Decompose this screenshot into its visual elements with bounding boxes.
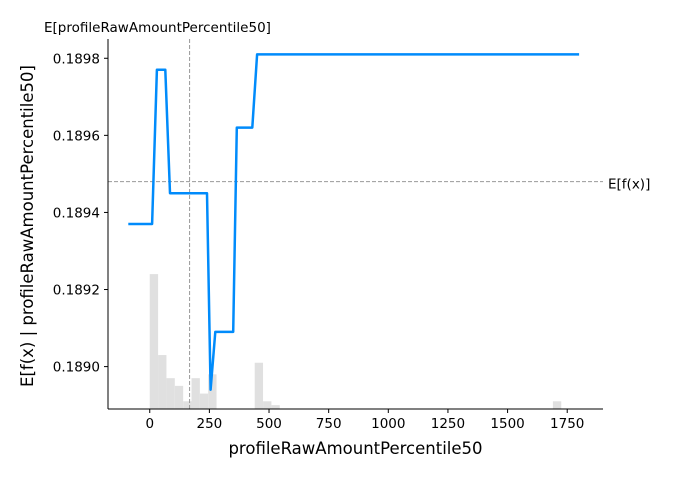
x-tick-label: 250 [196,416,222,432]
histogram-bar [254,362,264,409]
histogram-bar [552,401,562,409]
x-tick-label: 1500 [490,416,524,432]
x-ticks: 0 250 500 750 1000 1250 1500 1750 [145,409,584,432]
histogram-layer [149,274,562,409]
y-axis-label: E[f(x) | profileRawAmountPercentile50] [18,65,37,387]
expected-fx-label: E[f(x)] [608,177,650,193]
series-line [128,53,580,391]
x-tick-label: 1000 [371,416,405,432]
y-tick-label: 0.1896 [53,128,100,144]
histogram-bar [183,401,192,409]
histogram-bar [174,385,184,409]
x-tick-label: 500 [256,416,282,432]
histogram-bar [199,393,209,409]
histogram-bar [263,401,272,409]
y-tick-label: 0.1898 [53,51,100,67]
y-tick-label: 0.1894 [53,205,100,221]
axes [107,39,603,410]
reference-lines [108,39,603,409]
x-axis-label: profileRawAmountPercentile50 [228,439,482,458]
histogram-bar [149,274,159,409]
histogram-bar [208,374,217,409]
x-tick-label: 750 [316,416,342,432]
x-tick-label: 1250 [431,416,465,432]
y-ticks: 0.1890 0.1892 0.1894 0.1896 0.1898 [53,51,108,376]
x-tick-label: 1750 [550,416,584,432]
y-tick-label: 0.1890 [53,360,100,376]
y-tick-label: 0.1892 [53,283,100,299]
expected-x-label: E[profileRawAmountPercentile50] [44,20,271,36]
histogram-bar [271,405,280,409]
x-tick-label: 0 [145,416,154,432]
histogram-bar [166,378,175,409]
histogram-bar [191,378,200,409]
histogram-bar [158,355,167,409]
